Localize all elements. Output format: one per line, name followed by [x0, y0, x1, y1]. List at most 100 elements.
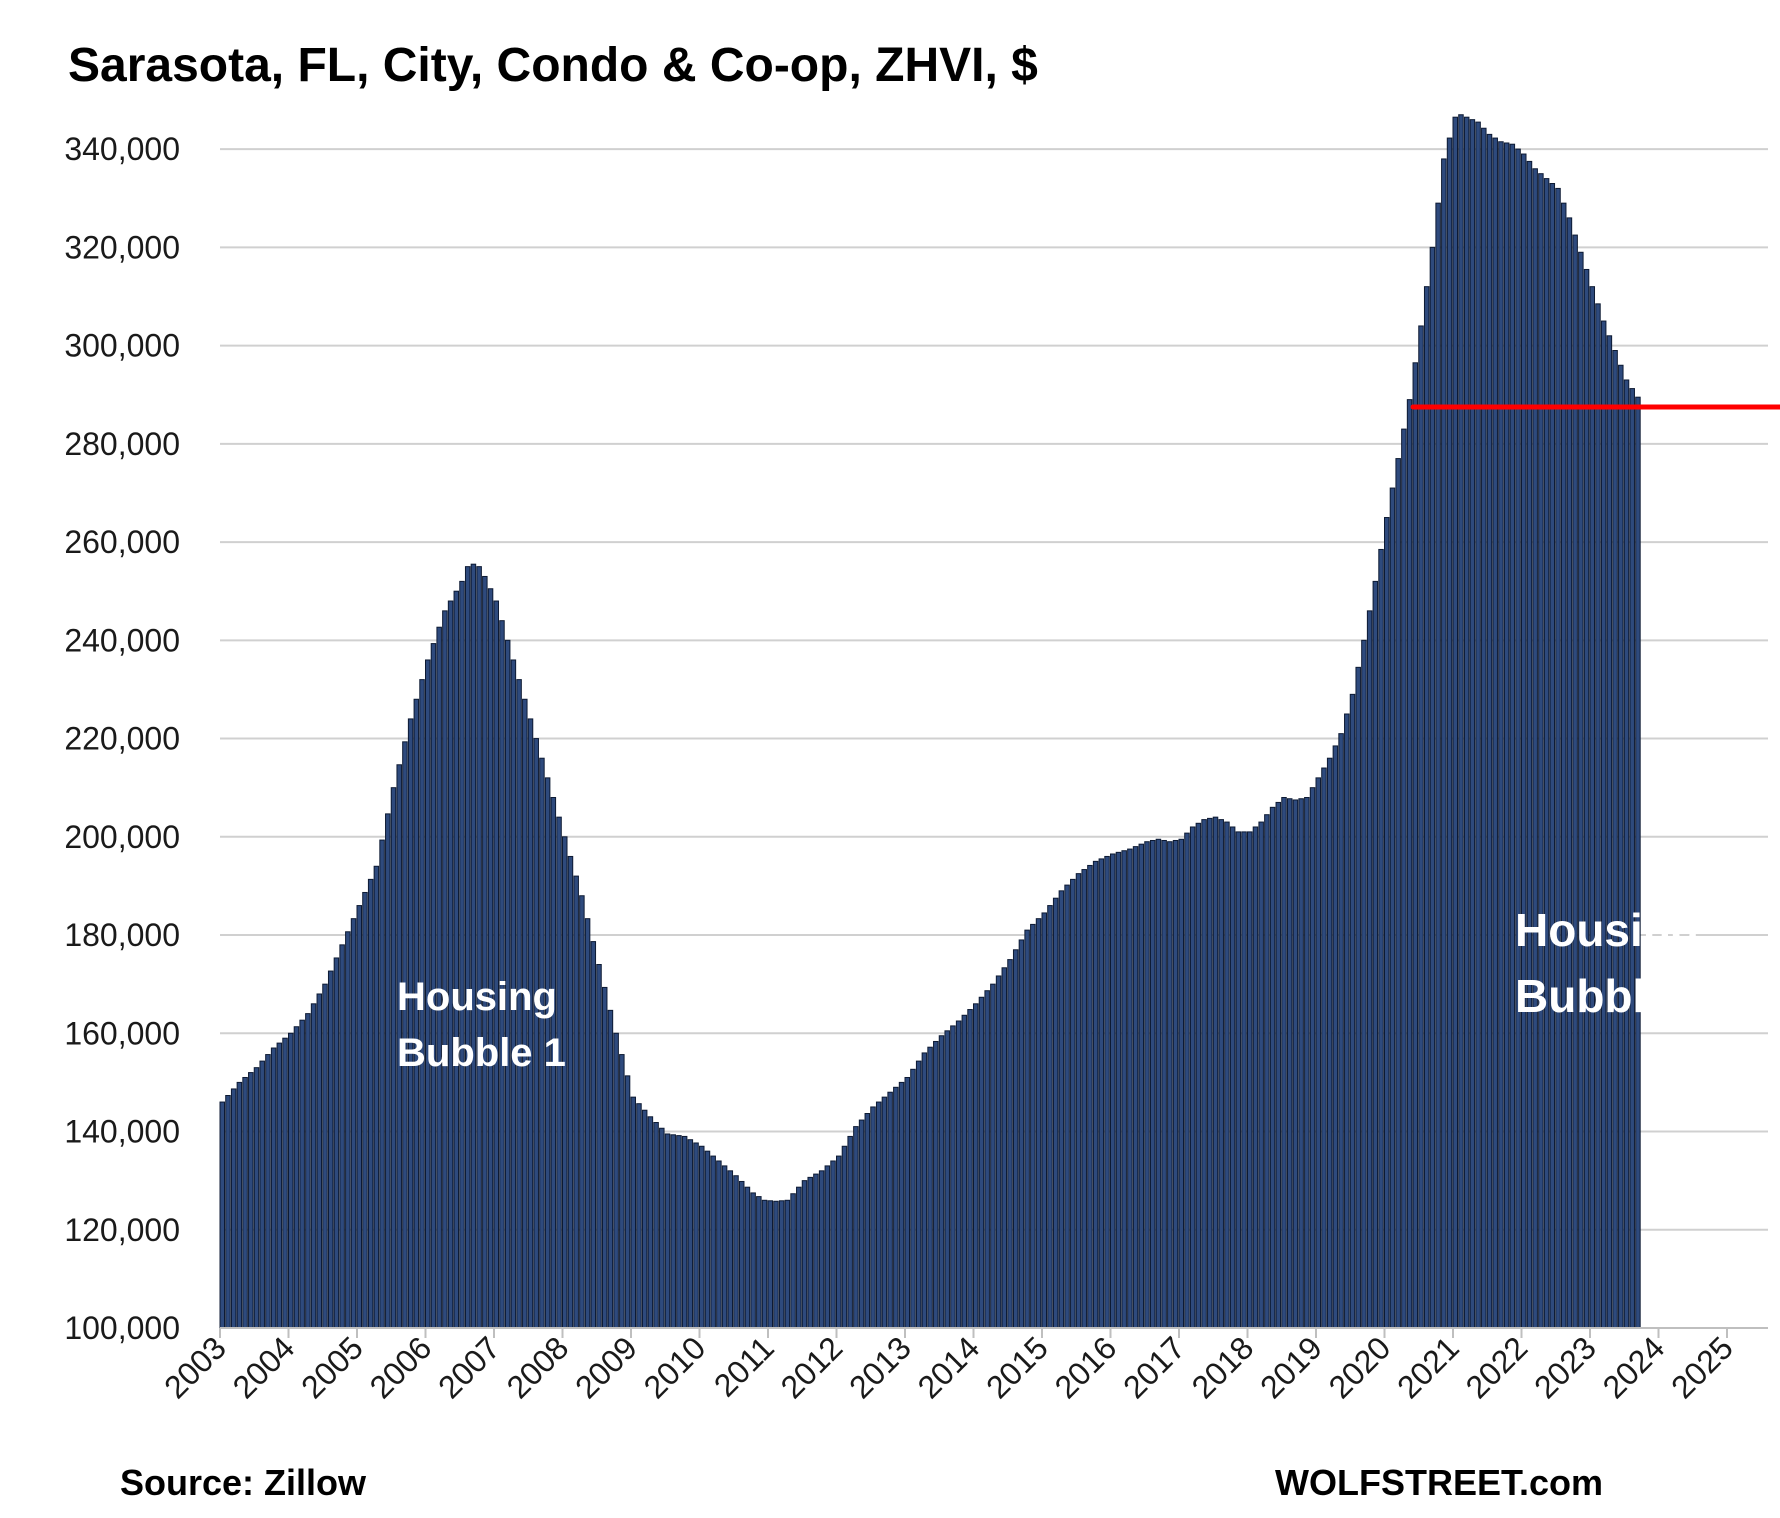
bar	[442, 610, 448, 1329]
bar	[961, 1014, 968, 1329]
bar	[647, 1116, 654, 1329]
x-axis: 2003200420052006200720082009201020112012…	[157, 1327, 1768, 1405]
bar	[681, 1135, 688, 1329]
bar	[1110, 853, 1116, 1329]
bar	[1241, 831, 1247, 1329]
bar	[464, 566, 471, 1329]
bar	[1007, 959, 1013, 1329]
bars	[219, 114, 1641, 1329]
x-tick-label: 2025	[1664, 1329, 1740, 1405]
bar	[1349, 693, 1356, 1329]
bar	[322, 983, 328, 1329]
y-tick-label: 240,000	[64, 622, 180, 658]
bar	[1195, 822, 1202, 1329]
bar	[710, 1155, 716, 1329]
bar	[1498, 141, 1504, 1329]
bar	[579, 895, 585, 1329]
bar	[1538, 173, 1544, 1329]
bar	[1184, 832, 1190, 1329]
x-tick-label: 2010	[637, 1329, 713, 1405]
bar	[841, 1145, 848, 1329]
bar	[1024, 929, 1030, 1329]
bar	[910, 1068, 916, 1329]
bar	[664, 1133, 671, 1329]
bar	[1418, 325, 1424, 1329]
x-tick-label: 2005	[294, 1329, 370, 1405]
bar	[921, 1052, 928, 1329]
bar	[1372, 580, 1379, 1329]
bar	[527, 718, 534, 1329]
bar	[721, 1165, 728, 1329]
bar	[356, 905, 363, 1329]
bar	[624, 1075, 631, 1329]
bar	[858, 1119, 865, 1329]
bar	[1515, 148, 1521, 1329]
bar	[390, 787, 397, 1329]
bar	[327, 970, 334, 1329]
bar	[1458, 114, 1464, 1329]
x-tick-label: 2017	[1116, 1329, 1192, 1405]
bar	[750, 1192, 756, 1329]
bar	[1606, 335, 1613, 1329]
bar	[1503, 142, 1510, 1329]
bar	[1406, 399, 1413, 1329]
bar	[1401, 428, 1407, 1329]
bar	[1635, 396, 1641, 1329]
annotation-text: Bubble 2	[1515, 970, 1709, 1022]
x-tick-label: 2024	[1596, 1329, 1672, 1405]
x-tick-label: 2016	[1048, 1329, 1124, 1405]
bar	[1463, 116, 1470, 1329]
bar	[225, 1095, 231, 1329]
x-tick-label: 2019	[1253, 1329, 1329, 1405]
bar	[636, 1103, 642, 1329]
bar	[933, 1040, 939, 1329]
bar	[1566, 217, 1573, 1329]
x-tick-label: 2013	[842, 1329, 918, 1405]
y-tick-label: 300,000	[64, 328, 180, 364]
bar	[248, 1072, 254, 1329]
bar	[619, 1054, 625, 1329]
bar	[824, 1165, 831, 1329]
y-tick-label: 160,000	[64, 1015, 180, 1051]
bar	[567, 855, 574, 1329]
bar	[955, 1020, 962, 1329]
bar	[407, 718, 414, 1329]
bar	[693, 1142, 699, 1329]
bar	[990, 983, 996, 1329]
bar	[1423, 286, 1430, 1329]
bar	[1509, 143, 1516, 1329]
bar	[659, 1127, 665, 1329]
bar	[1115, 851, 1122, 1329]
bar	[984, 990, 990, 1329]
bar	[1161, 839, 1167, 1329]
bar	[1041, 912, 1048, 1329]
bar	[1030, 923, 1036, 1329]
bar	[1286, 798, 1293, 1329]
bar	[1064, 884, 1070, 1329]
bar	[853, 1126, 859, 1329]
bar	[801, 1180, 808, 1329]
annotation-text: Housing	[397, 975, 557, 1019]
y-tick-label: 180,000	[64, 917, 180, 953]
bar	[1344, 713, 1350, 1329]
bar	[573, 875, 579, 1329]
bar	[373, 865, 380, 1329]
bar	[830, 1160, 836, 1329]
x-tick-label: 2021	[1390, 1329, 1466, 1405]
bar	[1207, 817, 1213, 1329]
x-tick-label: 2006	[363, 1329, 439, 1405]
bar	[447, 600, 454, 1329]
bar	[1521, 153, 1527, 1329]
bar	[1583, 268, 1590, 1329]
x-tick-label: 2020	[1322, 1329, 1398, 1405]
bar	[1486, 133, 1493, 1329]
bar	[687, 1139, 694, 1329]
bar	[1441, 158, 1447, 1329]
bar	[915, 1060, 922, 1329]
bar	[1321, 767, 1327, 1329]
bar	[1469, 119, 1476, 1329]
bar	[339, 944, 345, 1329]
bar	[385, 813, 391, 1329]
bar	[1058, 890, 1065, 1329]
bar	[1600, 320, 1607, 1329]
